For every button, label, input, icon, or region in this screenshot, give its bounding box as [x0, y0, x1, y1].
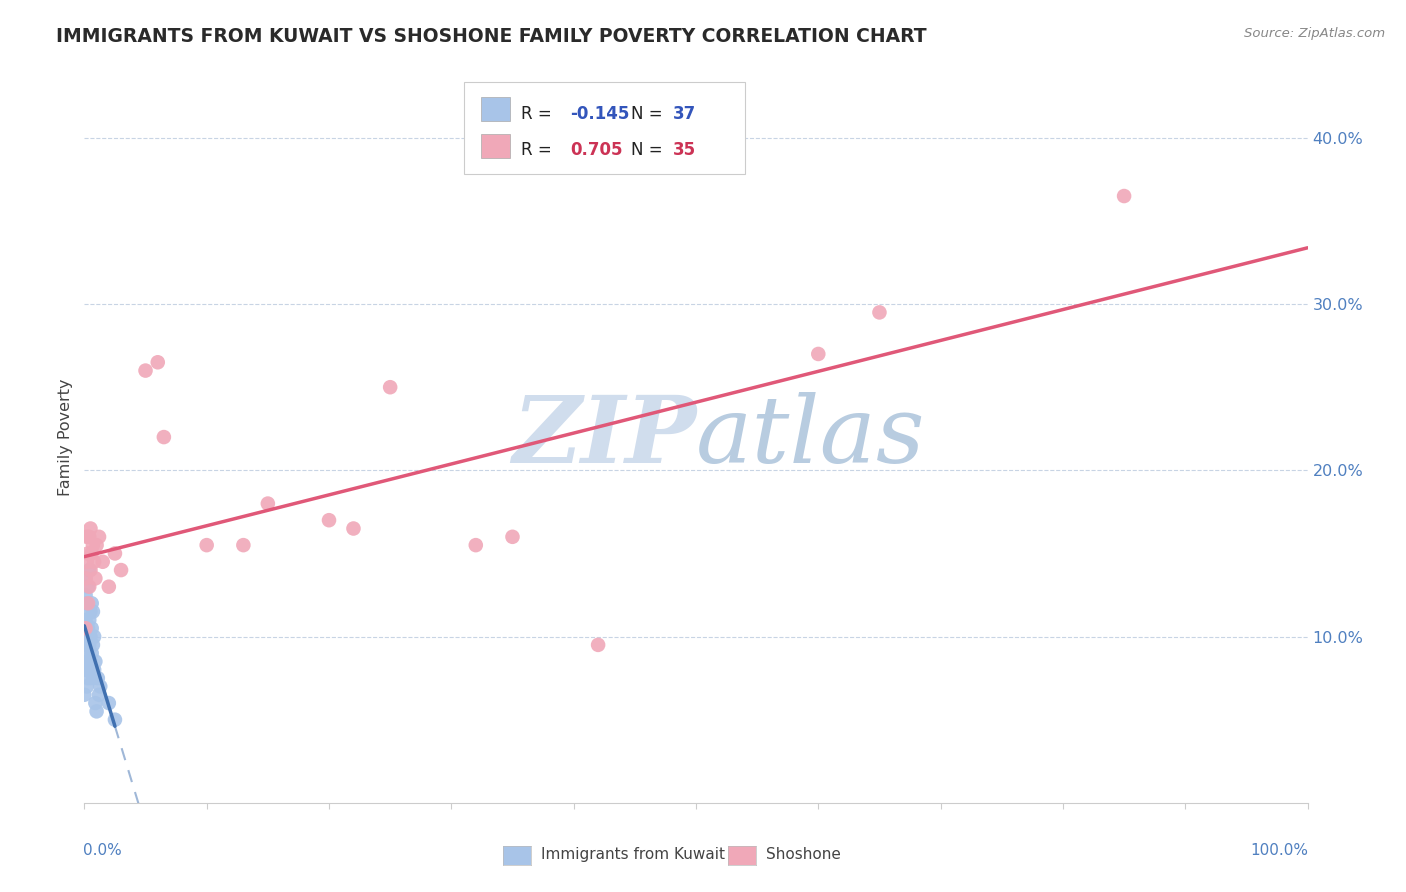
- Point: [91, 555, 114, 569]
- Point: [464, 538, 486, 552]
- Text: 0.705: 0.705: [569, 141, 623, 159]
- Point: [82, 671, 104, 685]
- Text: Source: ZipAtlas.com: Source: ZipAtlas.com: [1244, 27, 1385, 40]
- Point: [104, 546, 127, 560]
- Point: [87, 688, 110, 702]
- Point: [80, 546, 103, 560]
- Point: [77, 580, 100, 594]
- Point: [257, 497, 280, 511]
- Point: [83, 555, 105, 569]
- Text: 35: 35: [672, 141, 696, 159]
- Point: [807, 347, 830, 361]
- Text: 37: 37: [672, 104, 696, 123]
- Point: [86, 538, 108, 552]
- Point: [75, 638, 97, 652]
- Point: [146, 355, 169, 369]
- Point: [75, 613, 97, 627]
- Text: N =: N =: [631, 104, 668, 123]
- Point: [380, 380, 402, 394]
- Point: [153, 430, 176, 444]
- Text: N =: N =: [631, 141, 668, 159]
- Point: [77, 596, 100, 610]
- Text: R =: R =: [522, 141, 557, 159]
- Point: [73, 663, 96, 677]
- Point: [87, 530, 110, 544]
- Point: [502, 530, 524, 544]
- Point: [84, 655, 107, 669]
- Y-axis label: Family Poverty: Family Poverty: [58, 378, 73, 496]
- Point: [77, 671, 100, 685]
- Point: [80, 596, 103, 610]
- Point: [80, 621, 103, 635]
- FancyBboxPatch shape: [464, 82, 745, 174]
- Point: [73, 688, 96, 702]
- Text: Immigrants from Kuwait: Immigrants from Kuwait: [541, 847, 725, 862]
- Point: [75, 571, 97, 585]
- Point: [75, 571, 97, 585]
- Point: [76, 680, 98, 694]
- Point: [77, 621, 100, 635]
- Point: [77, 613, 100, 627]
- Point: [97, 696, 120, 710]
- Text: 100.0%: 100.0%: [1251, 843, 1309, 858]
- Point: [79, 655, 101, 669]
- Point: [342, 521, 364, 535]
- Point: [77, 580, 100, 594]
- Point: [79, 563, 101, 577]
- Point: [83, 630, 105, 644]
- Point: [77, 546, 100, 560]
- Point: [75, 588, 97, 602]
- Point: [77, 638, 100, 652]
- Point: [232, 538, 254, 552]
- Point: [89, 680, 111, 694]
- Point: [195, 538, 218, 552]
- Text: IMMIGRANTS FROM KUWAIT VS SHOSHONE FAMILY POVERTY CORRELATION CHART: IMMIGRANTS FROM KUWAIT VS SHOSHONE FAMIL…: [56, 27, 927, 45]
- Point: [77, 646, 100, 660]
- Point: [84, 571, 107, 585]
- Point: [77, 663, 100, 677]
- Point: [76, 555, 98, 569]
- Text: -0.145: -0.145: [569, 104, 630, 123]
- Point: [83, 663, 105, 677]
- Point: [84, 696, 107, 710]
- Text: 0.0%: 0.0%: [83, 843, 122, 858]
- Point: [318, 513, 340, 527]
- Text: ZIP: ZIP: [512, 392, 696, 482]
- Point: [76, 630, 98, 644]
- Point: [79, 630, 101, 644]
- FancyBboxPatch shape: [481, 97, 510, 121]
- Point: [79, 521, 101, 535]
- Point: [79, 605, 101, 619]
- Point: [586, 638, 609, 652]
- Point: [82, 538, 104, 552]
- Point: [1114, 189, 1136, 203]
- Point: [76, 596, 98, 610]
- Point: [135, 363, 157, 377]
- Point: [77, 530, 100, 544]
- Text: Shoshone: Shoshone: [766, 847, 841, 862]
- Point: [869, 305, 891, 319]
- Point: [76, 530, 98, 544]
- Point: [76, 655, 98, 669]
- Text: R =: R =: [522, 104, 557, 123]
- FancyBboxPatch shape: [481, 134, 510, 158]
- Point: [86, 705, 108, 719]
- Point: [82, 638, 104, 652]
- Point: [104, 713, 127, 727]
- Point: [82, 605, 104, 619]
- Point: [87, 671, 110, 685]
- Point: [75, 621, 97, 635]
- Text: atlas: atlas: [696, 392, 925, 482]
- Point: [97, 580, 120, 594]
- Point: [80, 646, 103, 660]
- Point: [77, 563, 100, 577]
- Point: [110, 563, 132, 577]
